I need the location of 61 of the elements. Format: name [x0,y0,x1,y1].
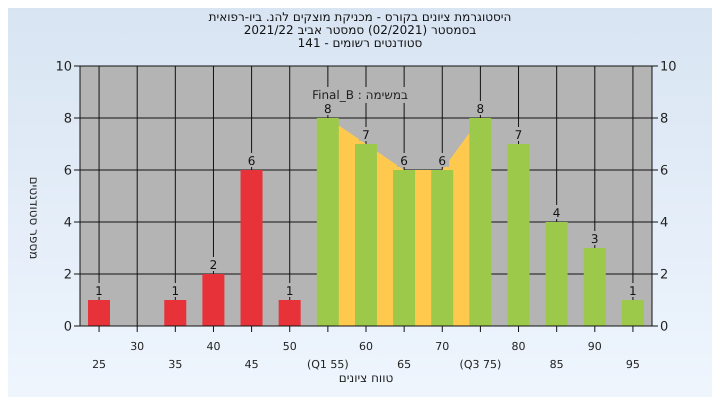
x-tick-label: 25 [92,358,106,371]
data-label: 1 [629,284,637,298]
x-tick-label: 30 [130,340,144,353]
y2-tick-label: 0 [660,320,668,335]
bar [164,300,186,326]
y-tick-label: 4 [64,216,72,231]
data-label: 1 [286,284,294,298]
bar [584,248,606,326]
data-label: 2 [210,258,218,272]
annotation: במשימה : Final_B [308,87,412,103]
x-tick-label: 60 [359,340,373,353]
data-label: 1 [95,284,103,298]
chart-subtitle: בסמסטר (02/2021) סמסטר אביב 2021/22 [242,23,478,37]
data-label: 6 [438,154,446,168]
bar [622,300,644,326]
bar [507,144,530,326]
y-tick-label: 8 [64,112,72,127]
bar [202,274,224,326]
chart-title: היסטוגרמת ציונים בקורס - מכניקת מוצקים להנ. ביו-רפואית [208,10,512,24]
data-label: 4 [552,206,560,220]
x-tick-label: 65 [397,358,412,371]
data-label: 8 [476,102,484,116]
x-axis-title: טווח ציונים [338,371,394,385]
x-tick-label: 40 [206,340,220,353]
bar [240,170,263,326]
y2-tick-label: 4 [660,216,668,231]
bar [431,170,454,326]
bar [278,300,301,326]
bar [316,118,339,326]
y-tick-label: 2 [64,268,72,283]
data-label: 6 [248,154,256,168]
x-tick-label: 50 [282,340,297,353]
x-tick-label: 90 [588,340,602,353]
y2-tick-label: 8 [660,112,668,127]
y-tick-label: 10 [55,60,72,75]
data-label: 7 [514,128,522,142]
bar [354,144,377,326]
y-tick-label: 0 [64,320,72,335]
y2-tick-label: 10 [660,60,677,75]
y-tick-label: 6 [64,164,72,179]
x-tick-label: (Q1 55) [307,358,349,371]
data-label: 1 [171,284,180,298]
x-tick-label: 70 [435,340,450,353]
y2-tick-label: 6 [660,164,668,179]
data-label: 6 [400,154,408,168]
x-tick-label: 85 [550,358,564,371]
y-axis-title: מספר סטודנטים [27,176,41,260]
bar [546,222,568,326]
x-tick-label: 45 [244,358,259,371]
x-tick-label: (Q3 75) [460,358,502,371]
x-tick-label: 95 [626,358,640,371]
data-label: 8 [324,102,332,116]
data-label: 3 [590,232,599,246]
bar [469,118,492,326]
y2-tick-label: 2 [660,268,668,283]
bar [393,170,416,326]
bar [88,300,110,326]
text: סטודנטים רשומים - 141 [296,36,424,50]
x-tick-label: 35 [168,358,182,371]
x-tick-label: 80 [512,340,526,353]
data-label: 7 [362,128,370,142]
